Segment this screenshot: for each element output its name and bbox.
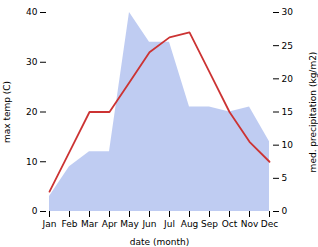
svg-text:May: May [120,219,139,229]
svg-text:20: 20 [282,74,294,84]
svg-text:Oct: Oct [222,219,238,229]
svg-text:max temp (C): max temp (C) [2,81,12,143]
svg-text:0: 0 [282,206,288,216]
svg-text:Mar: Mar [81,219,98,229]
svg-text:med. precipitation (kg/m2): med. precipitation (kg/m2) [308,52,318,173]
svg-text:Feb: Feb [62,219,78,229]
svg-text:40: 40 [26,7,38,17]
svg-text:30: 30 [26,57,38,67]
svg-text:25: 25 [282,41,293,51]
svg-text:Sep: Sep [201,219,218,229]
svg-text:date (month): date (month) [130,237,189,247]
svg-text:Aug: Aug [181,219,199,229]
svg-text:30: 30 [282,7,294,17]
svg-text:0: 0 [32,206,38,216]
svg-text:5: 5 [282,173,288,183]
svg-text:15: 15 [282,107,293,117]
svg-text:Jan: Jan [42,219,57,229]
svg-text:Dec: Dec [261,219,278,229]
svg-text:Nov: Nov [241,219,259,229]
svg-text:Apr: Apr [102,219,118,229]
svg-text:10: 10 [282,140,294,150]
svg-text:Jul: Jul [163,219,175,229]
svg-text:10: 10 [26,157,38,167]
svg-text:Jun: Jun [141,219,156,229]
svg-text:20: 20 [26,107,38,117]
